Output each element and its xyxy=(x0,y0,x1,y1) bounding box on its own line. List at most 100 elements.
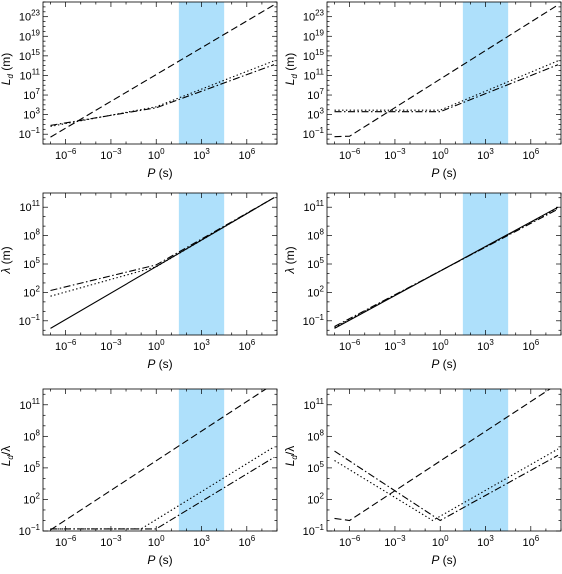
series-group xyxy=(50,4,275,138)
x-tick-label: 103 xyxy=(193,338,210,353)
y-tick-label: 105 xyxy=(23,460,40,475)
x-axis-label: P (s) xyxy=(147,553,172,567)
y-tick-label: 10−1 xyxy=(303,313,325,328)
series-group xyxy=(334,4,559,138)
x-tick-label: 10−3 xyxy=(100,338,122,353)
y-axis-label: Ld/λ xyxy=(283,446,299,466)
y-tick-label: 1019 xyxy=(19,28,41,43)
x-tick-label: 10−6 xyxy=(339,147,361,162)
y-tick-label: 108 xyxy=(307,228,324,243)
series-dotted-line xyxy=(50,446,275,530)
y-tick-label: 1011 xyxy=(19,199,40,214)
plot-frame xyxy=(326,388,562,532)
series-dashdot-line xyxy=(50,197,275,292)
x-tick-label: 10−3 xyxy=(384,338,406,353)
y-tick-label: 108 xyxy=(23,228,40,243)
series-dotted-line xyxy=(334,60,559,111)
series-solid-line xyxy=(50,197,275,329)
y-tick-label: 105 xyxy=(307,256,324,271)
panel-bottom-left: 10−6 10−3 100 103 106 10−1 102 105 108 1011 P (s) L… xyxy=(0,388,278,567)
series-dotted-line xyxy=(50,60,275,127)
series-dashdot-line xyxy=(50,456,275,530)
highlight-band xyxy=(178,389,225,531)
y-tick-label: 105 xyxy=(307,460,324,475)
panel-middle-left: 10−6 10−3 100 103 106 10−1 102 105 108 1011 P (s) λ… xyxy=(0,192,278,371)
y-axis-label: λ (m) xyxy=(0,246,13,274)
x-tick-label: 10−6 xyxy=(339,534,361,549)
x-tick-label: 10−6 xyxy=(55,534,77,549)
series-dashed-line xyxy=(334,389,551,522)
panel-bottom-right: 10−6 10−3 100 103 106 10−1 102 105 108 1011 P (s) L… xyxy=(283,388,562,567)
y-tick-label: 103 xyxy=(23,107,40,122)
x-tick-label: 103 xyxy=(477,147,494,162)
x-tick-label: 100 xyxy=(432,338,449,353)
y-tick-label: 1011 xyxy=(19,67,40,82)
series-dashdot-line xyxy=(334,64,559,113)
highlight-band xyxy=(178,193,225,335)
x-tick-label: 10−3 xyxy=(100,534,122,549)
x-tick-label: 10−3 xyxy=(100,147,122,162)
y-tick-label: 102 xyxy=(23,284,40,299)
panel-top-left: 10−6 10−3 100 103 106 10−1 103 107 1011 1015 1019 1… xyxy=(0,1,278,180)
series-group xyxy=(50,197,275,329)
x-tick-label: 106 xyxy=(522,147,539,162)
y-tick-label: 10−1 xyxy=(303,523,325,538)
x-tick-label: 10−3 xyxy=(384,534,406,549)
series-group xyxy=(50,389,275,531)
y-tick-label: 1011 xyxy=(303,67,324,82)
highlight-band xyxy=(462,2,509,144)
series-dashed-line xyxy=(50,389,267,531)
x-axis-label: P (s) xyxy=(431,357,456,371)
y-tick-label: 103 xyxy=(307,107,324,122)
x-tick-label: 103 xyxy=(193,147,210,162)
x-tick-label: 106 xyxy=(238,338,255,353)
y-tick-label: 1015 xyxy=(303,48,325,63)
y-tick-label: 10−1 xyxy=(19,523,41,538)
x-tick-label: 100 xyxy=(148,534,165,549)
y-axis-label: Ld (m) xyxy=(0,53,15,85)
y-tick-label: 108 xyxy=(307,428,324,443)
y-tick-label: 1019 xyxy=(303,28,325,43)
y-tick-label: 102 xyxy=(307,284,324,299)
y-tick-label: 102 xyxy=(23,491,40,506)
series-dashdot-line xyxy=(50,64,275,126)
series-dashdot-line xyxy=(334,450,559,522)
x-tick-label: 10−6 xyxy=(55,147,77,162)
x-tick-label: 106 xyxy=(238,534,255,549)
y-tick-label: 105 xyxy=(23,256,40,271)
x-tick-label: 10−6 xyxy=(339,338,361,353)
x-tick-label: 10−3 xyxy=(384,147,406,162)
y-tick-label: 107 xyxy=(307,87,324,102)
y-tick-label: 1023 xyxy=(19,9,41,24)
y-tick-label: 102 xyxy=(307,491,324,506)
highlight-band xyxy=(462,193,509,335)
x-tick-label: 106 xyxy=(522,534,539,549)
panel-top-right: 10−6 10−3 100 103 106 10−1 103 107 1011 1015 1019 1… xyxy=(283,1,562,180)
y-axis-label: Ld (m) xyxy=(283,53,299,85)
series-dashed-line xyxy=(50,4,275,138)
highlight-band xyxy=(462,389,509,531)
y-tick-label: 108 xyxy=(23,428,40,443)
y-tick-label: 1011 xyxy=(303,397,324,412)
x-axis-label: P (s) xyxy=(431,553,456,567)
plot-frame xyxy=(42,388,278,532)
y-axis-label: Ld/λ xyxy=(0,446,15,466)
x-tick-label: 106 xyxy=(522,338,539,353)
highlight-band xyxy=(178,2,225,144)
x-tick-label: 100 xyxy=(432,147,449,162)
y-tick-label: 1023 xyxy=(303,9,325,24)
series-dotted-line xyxy=(334,448,559,522)
x-tick-label: 103 xyxy=(193,534,210,549)
series-dotted-line xyxy=(50,197,275,297)
y-tick-label: 10−1 xyxy=(303,126,325,141)
y-tick-label: 1011 xyxy=(303,199,324,214)
series-group xyxy=(334,206,559,329)
x-tick-label: 100 xyxy=(148,338,165,353)
series-group xyxy=(334,389,559,522)
panel-middle-right: 10−6 10−3 100 103 106 10−1 102 105 108 1011 P (s) λ… xyxy=(283,192,562,371)
x-tick-label: 103 xyxy=(477,338,494,353)
x-tick-label: 100 xyxy=(148,147,165,162)
x-axis-label: P (s) xyxy=(431,166,456,180)
y-axis-label: λ (m) xyxy=(283,246,297,274)
